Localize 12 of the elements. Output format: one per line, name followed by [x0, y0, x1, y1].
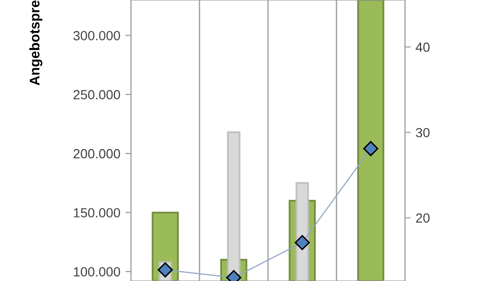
y2-tick-label: 20: [416, 213, 430, 223]
y2-tick-label: 40: [416, 42, 430, 52]
point: [363, 141, 378, 156]
y-axis-title: Angebotspre: [29, 0, 42, 86]
y-tick-label: 100.000: [74, 267, 120, 276]
y-tick-label: 250.000: [74, 90, 120, 100]
y-tick-label: 150.000: [74, 208, 120, 218]
y2-tick-label: 30: [416, 128, 430, 138]
y-tick-label: 200.000: [74, 149, 120, 158]
y-tick-label: 300.000: [73, 30, 120, 40]
point: [158, 262, 173, 278]
point: [294, 234, 310, 250]
